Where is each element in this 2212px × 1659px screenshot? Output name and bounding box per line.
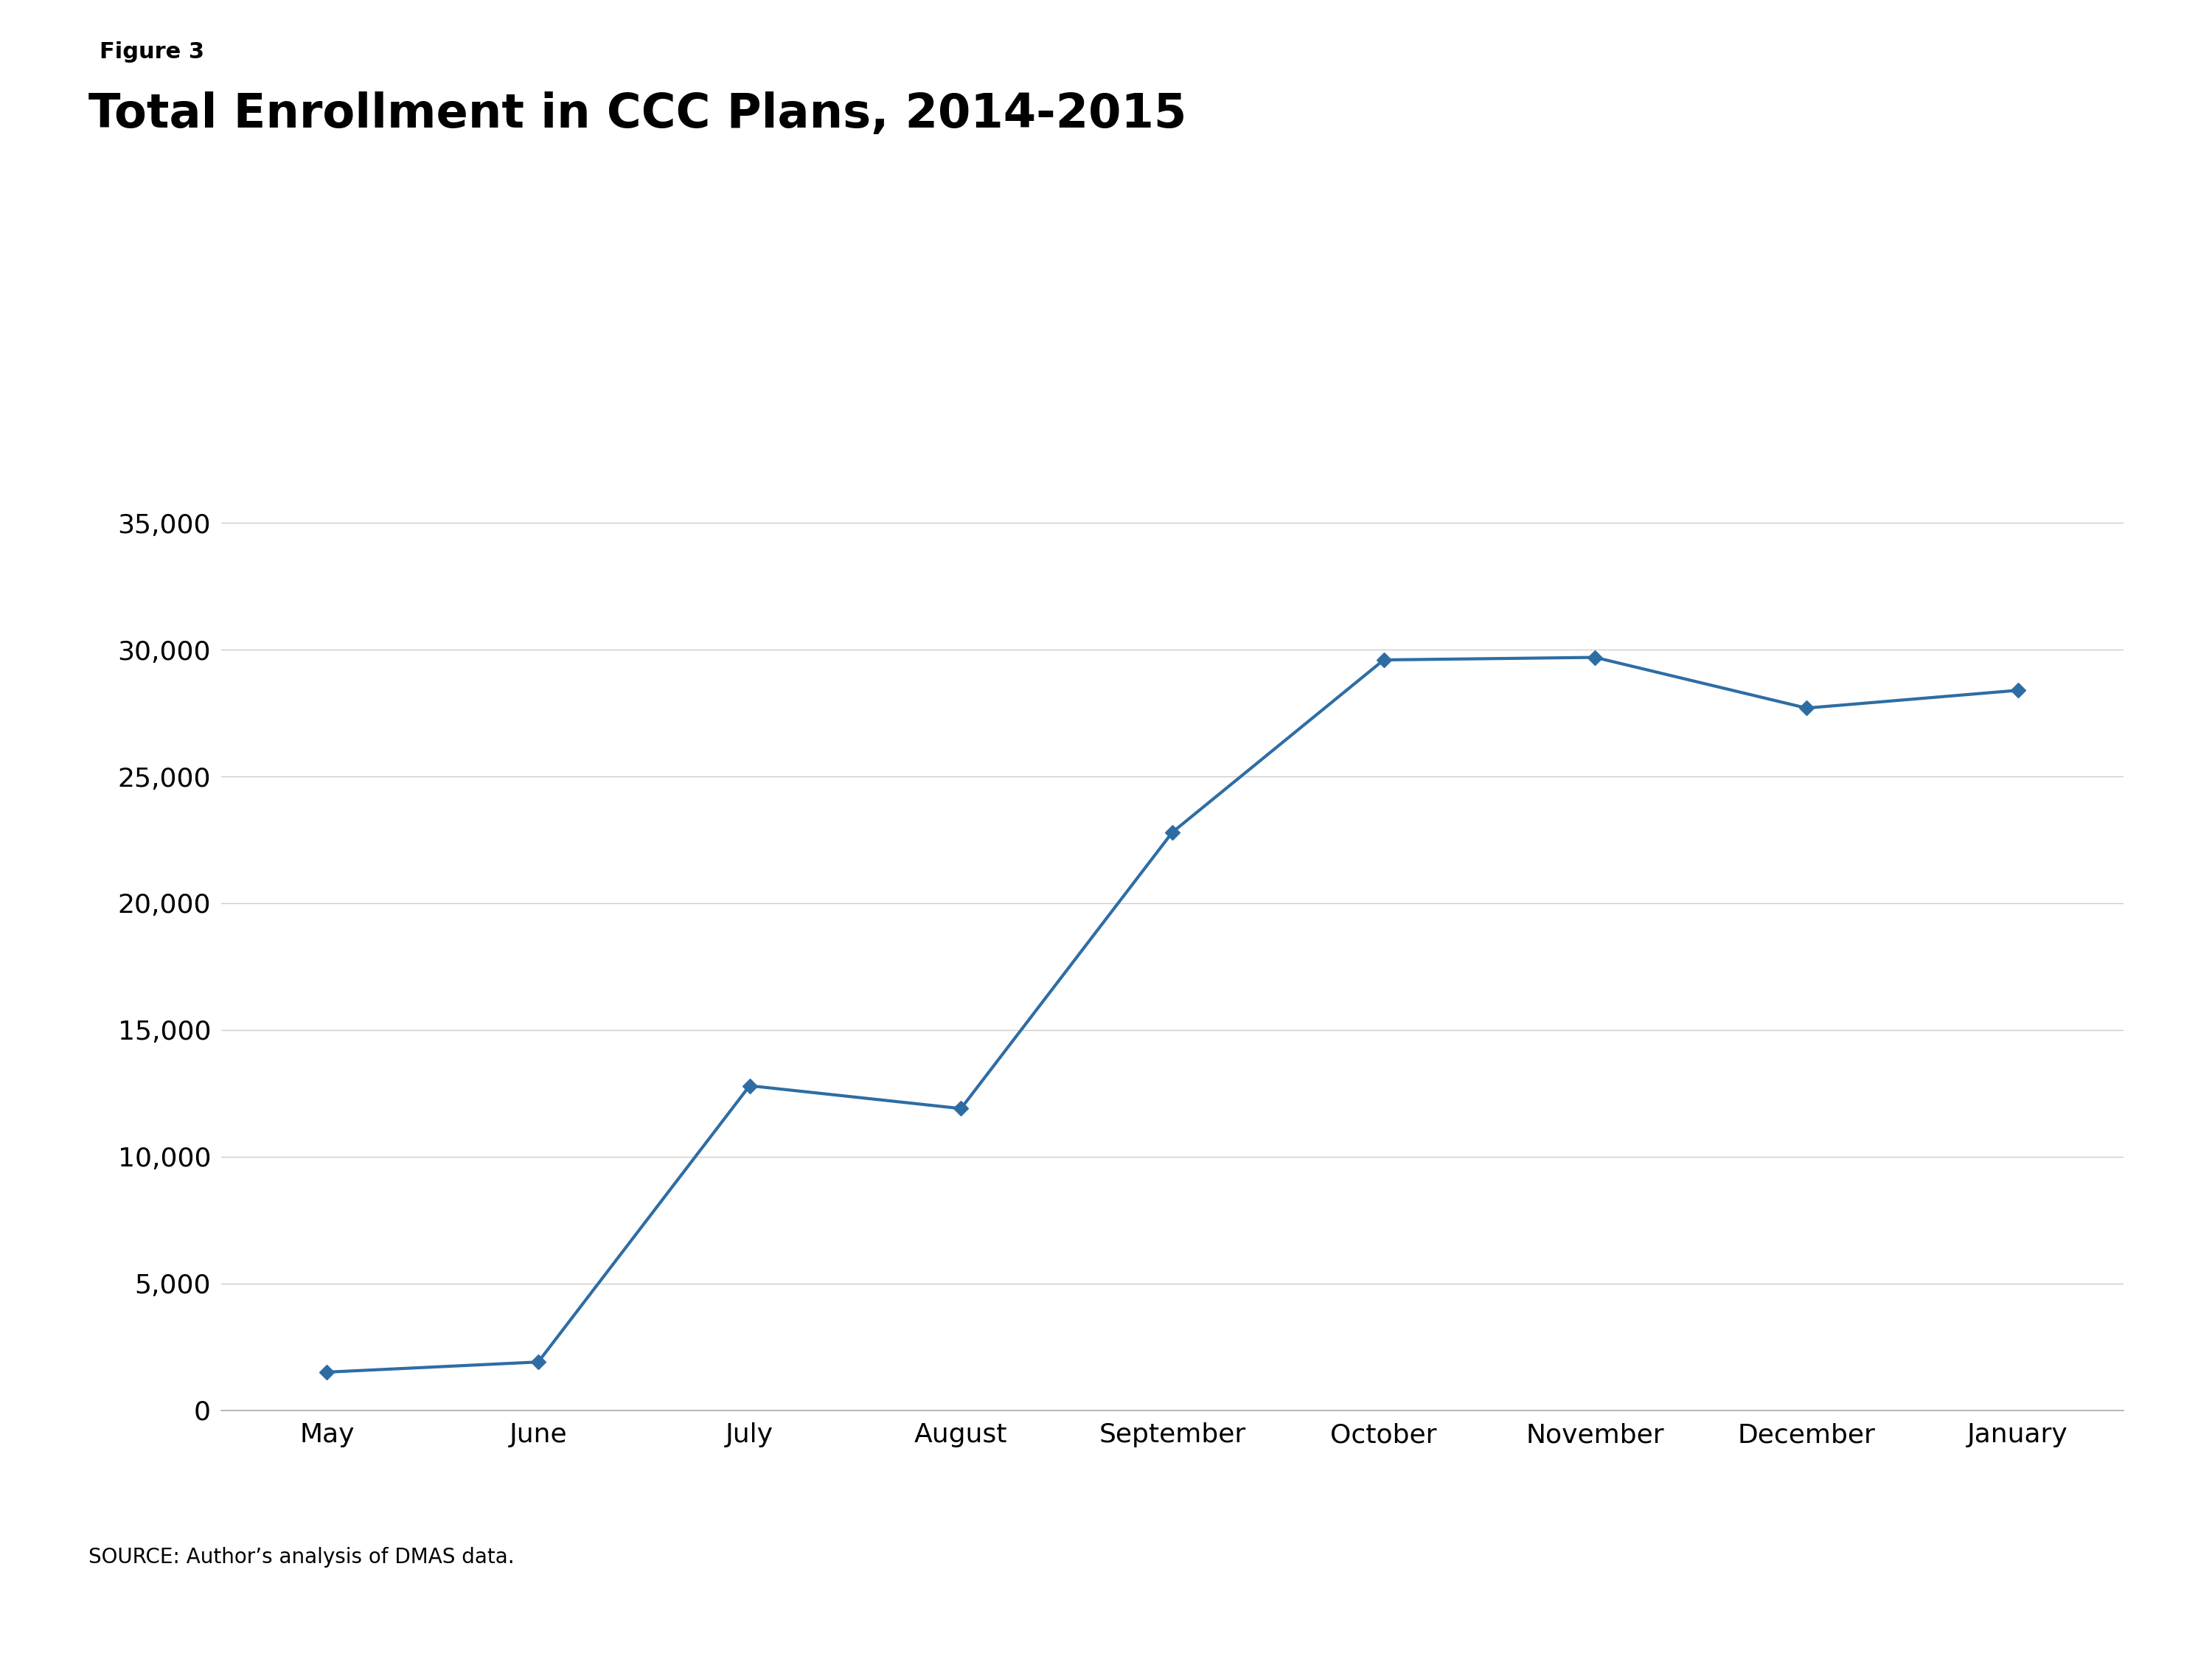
Text: SOURCE: Author’s analysis of DMAS data.: SOURCE: Author’s analysis of DMAS data. [88,1548,515,1568]
Text: KAISER: KAISER [1953,1508,2039,1530]
Text: FAMILY: FAMILY [1962,1545,2031,1561]
Text: THE HENRY J.: THE HENRY J. [1969,1457,2024,1467]
Text: Total Enrollment in CCC Plans, 2014-2015: Total Enrollment in CCC Plans, 2014-2015 [88,91,1186,138]
Text: FOUNDATION: FOUNDATION [1966,1598,2026,1608]
Text: Figure 3: Figure 3 [100,41,204,63]
